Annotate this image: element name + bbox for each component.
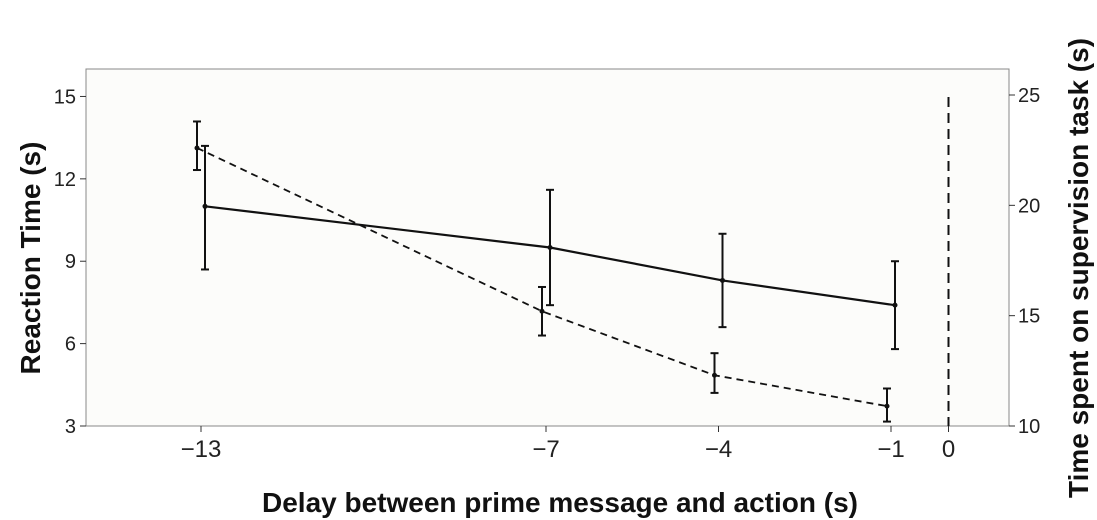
y-tick-label: 12: [54, 169, 76, 191]
y2-tick-label: 10: [1018, 416, 1040, 438]
data-point: [202, 203, 208, 209]
y2-axis-title: Time spent on supervision task (s): [1063, 38, 1094, 498]
y-axis-title: Reaction Time (s): [15, 142, 46, 375]
y2-tick-label: 15: [1018, 306, 1040, 328]
data-point: [884, 403, 890, 409]
y2-tick-label: 25: [1018, 85, 1040, 107]
series-line-reaction: [204, 205, 896, 307]
data-point: [194, 145, 200, 151]
y-tick-label: 3: [65, 416, 76, 438]
x-tick-label: −7: [532, 436, 559, 463]
x-tick-label: −13: [181, 436, 222, 463]
y-tick-label: 9: [65, 251, 76, 273]
series-line-supervision: [196, 147, 888, 408]
y-tick-label: 15: [54, 86, 76, 108]
data-point: [539, 308, 545, 314]
y-tick-label: 6: [65, 334, 76, 356]
x-axis-title: Delay between prime message and action (…: [262, 487, 858, 518]
y2-tick-label: 20: [1018, 195, 1040, 217]
data-point: [712, 372, 717, 378]
x-tick-label: −1: [877, 436, 904, 463]
x-tick-label: −4: [705, 436, 732, 463]
x-tick-label: 0: [942, 436, 955, 463]
data-point: [892, 302, 898, 308]
data-point: [720, 277, 725, 283]
data-point: [547, 245, 553, 250]
